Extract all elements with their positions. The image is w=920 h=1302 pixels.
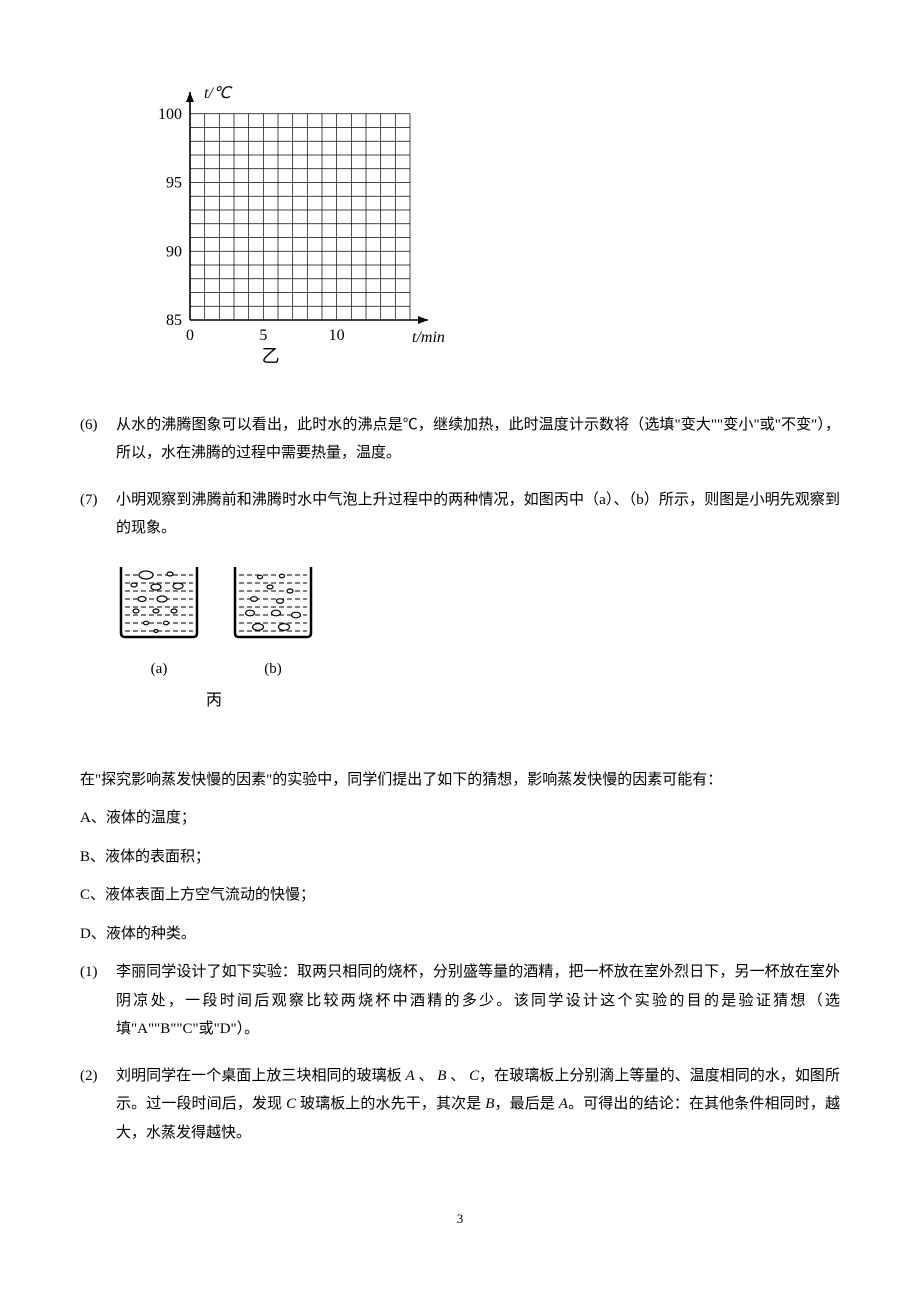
figure-bing: (a) bbox=[116, 561, 840, 716]
s2-q1: (1) 李丽同学设计了如下实验：取两只相同的烧杯，分别盛等量的酒精，把一杯放在室… bbox=[80, 958, 840, 1044]
section-2: 在"探究影响蒸发快慢的因素"的实验中，同学们提出了如下的猜想，影响蒸发快慢的因素… bbox=[80, 766, 840, 1148]
svg-text:100: 100 bbox=[158, 106, 182, 123]
s2-q2-A: A bbox=[405, 1068, 414, 1084]
s2-opt-a: A、液体的温度； bbox=[80, 804, 840, 833]
page-number: 3 bbox=[80, 1207, 840, 1232]
question-7: (7) 小明观察到沸腾前和沸腾时水中气泡上升过程中的两种情况，如图丙中（a）、（… bbox=[80, 486, 840, 543]
svg-text:0: 0 bbox=[186, 327, 194, 344]
beaker-a-label: (a) bbox=[116, 655, 202, 684]
q7-num: (7) bbox=[80, 486, 116, 543]
s2-q2-C2: C bbox=[286, 1096, 296, 1112]
svg-text:5: 5 bbox=[259, 327, 267, 344]
s2-q1-num: (1) bbox=[80, 958, 116, 1044]
s2-q2: (2) 刘明同学在一个桌面上放三块相同的玻璃板 A 、 B 、 C，在玻璃板上分… bbox=[80, 1062, 840, 1148]
beaker-a-svg bbox=[116, 561, 202, 641]
svg-text:t/min: t/min bbox=[412, 329, 445, 346]
chart-yi: 85 90 95 100 0 5 10 t/℃ t/min 乙 bbox=[140, 80, 840, 381]
svg-text:90: 90 bbox=[166, 243, 182, 260]
s2-opt-c: C、液体表面上方空气流动的快慢； bbox=[80, 881, 840, 910]
svg-text:95: 95 bbox=[166, 175, 182, 192]
svg-text:t/℃: t/℃ bbox=[204, 85, 233, 102]
q7-body: 小明观察到沸腾前和沸腾时水中气泡上升过程中的两种情况，如图丙中（a）、（b）所示… bbox=[116, 486, 840, 543]
fig-bing-caption: 丙 bbox=[206, 686, 840, 716]
s2-q1-body: 李丽同学设计了如下实验：取两只相同的烧杯，分别盛等量的酒精，把一杯放在室外烈日下… bbox=[116, 958, 840, 1044]
s2-q2-num: (2) bbox=[80, 1062, 116, 1148]
s2-q2-mid3: ，最后是 bbox=[494, 1096, 558, 1112]
s2-q2-B2: B bbox=[485, 1096, 494, 1112]
s2-q2-mid2: 玻璃板上的水先干，其次是 bbox=[296, 1096, 485, 1112]
question-6: (6) 从水的沸腾图象可以看出，此时水的沸点是℃，继续加热，此时温度计示数将（选… bbox=[80, 411, 840, 468]
s2-intro: 在"探究影响蒸发快慢的因素"的实验中，同学们提出了如下的猜想，影响蒸发快慢的因素… bbox=[80, 766, 840, 795]
beaker-b: (b) bbox=[230, 561, 316, 684]
beaker-a: (a) bbox=[116, 561, 202, 684]
q6-body: 从水的沸腾图象可以看出，此时水的沸点是℃，继续加热，此时温度计示数将（选填"变大… bbox=[116, 411, 840, 468]
svg-text:乙: 乙 bbox=[262, 346, 280, 366]
svg-text:10: 10 bbox=[329, 327, 345, 344]
beaker-b-svg bbox=[230, 561, 316, 641]
s2-q2-A2: A bbox=[559, 1096, 568, 1112]
q6-num: (6) bbox=[80, 411, 116, 468]
s2-opt-b: B、液体的表面积； bbox=[80, 843, 840, 872]
chart-svg: 85 90 95 100 0 5 10 t/℃ t/min 乙 bbox=[140, 80, 470, 370]
s2-q2-C: C bbox=[469, 1068, 479, 1084]
svg-text:85: 85 bbox=[166, 312, 182, 329]
s2-q2-sep2: 、 bbox=[446, 1068, 469, 1084]
s2-q2-body: 刘明同学在一个桌面上放三块相同的玻璃板 A 、 B 、 C，在玻璃板上分别滴上等… bbox=[116, 1062, 840, 1148]
beaker-b-label: (b) bbox=[230, 655, 316, 684]
s2-q2-sep1: 、 bbox=[415, 1068, 438, 1084]
s2-opt-d: D、液体的种类。 bbox=[80, 920, 840, 949]
s2-q2-pre: 刘明同学在一个桌面上放三块相同的玻璃板 bbox=[116, 1068, 405, 1084]
